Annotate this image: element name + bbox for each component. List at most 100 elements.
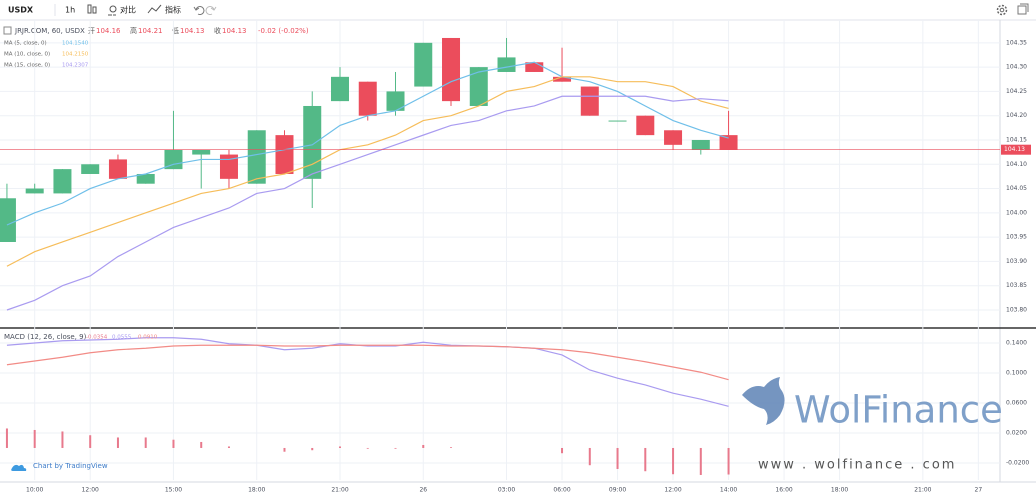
- histogram-bar: [394, 447, 397, 449]
- credit[interactable]: Chart by TradingView: [33, 462, 108, 470]
- histogram-bar: [33, 429, 36, 448]
- histogram-bar: [699, 447, 702, 475]
- x-tick-label: 15:00: [165, 487, 182, 494]
- candle-body: [553, 76, 572, 82]
- y-tick-label: 104.30: [1006, 64, 1027, 71]
- ohlc-value: 104.21: [138, 27, 163, 35]
- legend-value: 104.1540: [62, 41, 89, 47]
- histogram-bar: [172, 439, 175, 448]
- y-tick-label: 103.80: [1006, 306, 1027, 313]
- candle-body: [719, 135, 738, 150]
- candle-body: [469, 67, 488, 106]
- y-tick-label: 104.05: [1006, 185, 1027, 192]
- y-tick-label: 104.35: [1006, 39, 1027, 46]
- marks: [0, 37, 1000, 475]
- candle-body: [497, 57, 516, 72]
- y-tick-label: 0.1400: [1006, 339, 1027, 346]
- candle-body: [414, 42, 433, 87]
- ma-line: [6, 95, 729, 311]
- candle-body: [219, 154, 238, 179]
- histogram-bar: [338, 446, 341, 448]
- candle-body: [247, 130, 266, 184]
- x-tick-label: 21:00: [331, 487, 348, 494]
- legend-label: MA (5, close, 0): [4, 41, 47, 47]
- y-tick-label: 104.20: [1006, 112, 1027, 119]
- last-price-label: 104.13: [1004, 146, 1025, 153]
- tradingview-logo[interactable]: [11, 464, 27, 471]
- candle-body: [275, 135, 294, 174]
- x-tick-label: 16:00: [775, 487, 792, 494]
- candle-body: [608, 120, 627, 122]
- candle-body: [664, 130, 683, 145]
- legend-value: 104.2150: [62, 52, 89, 58]
- histogram-bar: [61, 431, 64, 448]
- y-tick-label: 104.15: [1006, 136, 1027, 143]
- candle-body: [691, 139, 710, 150]
- histogram-bar: [5, 428, 8, 448]
- x-tick-label: 18:00: [248, 487, 265, 494]
- indicators-icon[interactable]: [147, 4, 162, 14]
- y-tick-label: 103.90: [1006, 258, 1027, 265]
- settings-icon[interactable]: [996, 4, 1008, 16]
- candle-body: [442, 37, 461, 102]
- x-tick-label: 26: [419, 487, 427, 494]
- x-tick-label: 18:00: [831, 487, 848, 494]
- candle-body: [192, 149, 211, 155]
- candle-body: [330, 76, 349, 102]
- compare-icon[interactable]: [108, 5, 117, 16]
- macd-legend-value: 0.0555: [112, 335, 132, 341]
- candle-body: [108, 159, 127, 179]
- candle-body: [136, 173, 155, 184]
- macd-legend-value: -0.0354: [86, 335, 108, 341]
- compare-button[interactable]: 对比: [120, 5, 136, 15]
- toolbar: [0, 0, 1036, 20]
- candle-body: [0, 198, 16, 242]
- ohlc-value: 104.13: [222, 27, 247, 35]
- x-tick-label: 14:00: [720, 487, 737, 494]
- ohlc-change: -0.02 (-0.02%): [258, 27, 309, 35]
- legend-label: MA (15, close, 0): [4, 63, 50, 69]
- ohlc-label: 收: [214, 26, 221, 35]
- fullscreen-icon[interactable]: [1017, 3, 1029, 15]
- histogram-bar: [561, 447, 564, 454]
- x-tick-label: 27: [975, 487, 983, 494]
- candle-body: [386, 91, 405, 111]
- histogram-bar: [588, 447, 591, 466]
- ma-line: [6, 61, 729, 226]
- legend-label: MA (10, close, 0): [4, 52, 50, 58]
- candle-icon[interactable]: [87, 4, 97, 14]
- series-title: JRJR.COM, 60, USDX: [14, 27, 85, 35]
- ohlc-label: 高: [130, 26, 137, 35]
- interval[interactable]: 1h: [65, 6, 75, 15]
- ohlc-label: 低: [172, 26, 179, 35]
- ohlc-value: 104.16: [96, 27, 121, 35]
- histogram-bar: [616, 447, 619, 469]
- macd-line: [6, 337, 729, 407]
- y-tick-label: 103.95: [1006, 234, 1027, 241]
- candle-body: [303, 105, 322, 179]
- histogram-bar: [311, 447, 314, 451]
- histogram-bar: [450, 447, 453, 448]
- y-tick-label: 104.00: [1006, 209, 1027, 216]
- wolf-logo: [742, 377, 785, 425]
- redo[interactable]: [205, 6, 217, 15]
- candle-body: [525, 62, 544, 72]
- candle-body: [81, 164, 100, 174]
- histogram-bar: [644, 447, 647, 472]
- y-tick-label: 104.25: [1006, 88, 1027, 95]
- undo[interactable]: [193, 6, 205, 15]
- symbol[interactable]: USDX: [8, 6, 34, 15]
- legend-value: 104.2307: [62, 63, 89, 69]
- histogram-bar: [283, 447, 286, 452]
- histogram-bar: [227, 446, 230, 448]
- histogram-bar: [422, 444, 425, 448]
- indicators-button[interactable]: 指标: [165, 5, 181, 15]
- y-tick-label: -0.0200: [1006, 459, 1029, 466]
- y-tick-label: 0.1000: [1006, 369, 1027, 376]
- candle-body: [580, 86, 599, 116]
- x-tick-label: 21:00: [914, 487, 931, 494]
- watermark-brand: WolFinance: [794, 389, 1003, 432]
- histogram-bar: [366, 447, 369, 449]
- grid: 103.80 103.85 103.90 103.95 104.00 104.05 104.…: [0, 20, 1029, 494]
